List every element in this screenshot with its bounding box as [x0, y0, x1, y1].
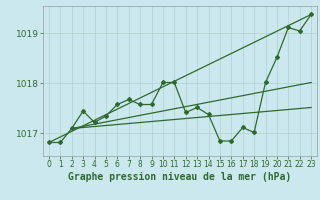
- X-axis label: Graphe pression niveau de la mer (hPa): Graphe pression niveau de la mer (hPa): [68, 172, 292, 182]
